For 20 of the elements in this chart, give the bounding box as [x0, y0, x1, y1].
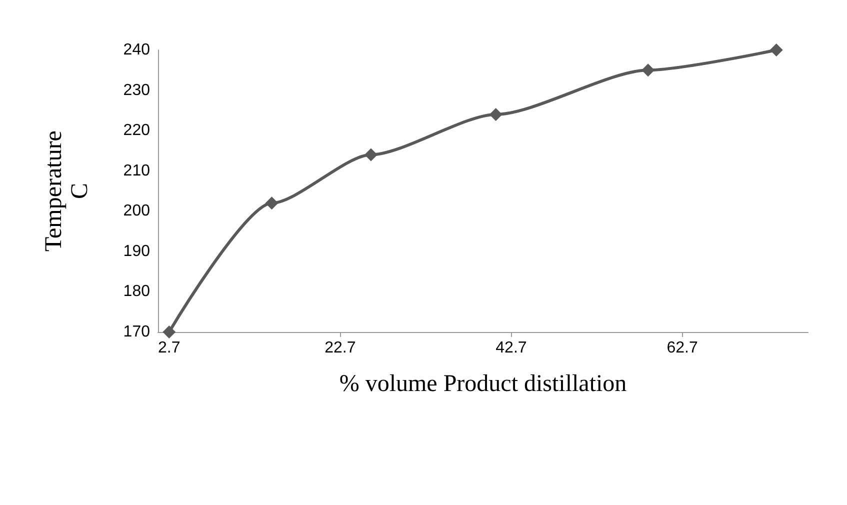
point — [770, 44, 783, 56]
x-tick-label: 22.7 — [324, 340, 356, 356]
x-tick-label: 2.7 — [158, 340, 180, 356]
x-axis-title: % volume Product distillation — [339, 371, 627, 397]
y-tick-label: 210 — [123, 162, 150, 180]
y-tick-label: 190 — [123, 242, 150, 260]
y-tick-label: 230 — [123, 82, 150, 99]
y-tick-label: 240 — [123, 42, 150, 58]
x-tick-label: 62.7 — [666, 340, 698, 356]
point — [265, 196, 278, 210]
y-tick-label: 220 — [123, 122, 150, 140]
point — [489, 108, 502, 121]
x-tick-label: 42.7 — [496, 340, 527, 356]
y-tick-label: 200 — [123, 202, 150, 220]
y-axis-title: Temperature C — [41, 130, 93, 252]
point — [642, 64, 655, 77]
point — [162, 326, 176, 338]
y-tick-label: 170 — [123, 324, 150, 340]
y-tick-label: 180 — [123, 283, 150, 300]
point — [364, 148, 378, 162]
